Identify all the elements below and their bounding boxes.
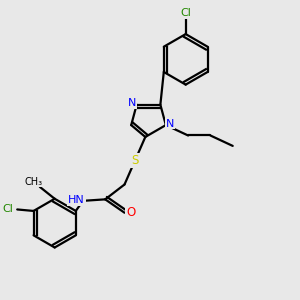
Text: N: N — [128, 98, 136, 108]
Text: Cl: Cl — [2, 205, 13, 214]
Text: O: O — [126, 206, 136, 219]
Text: Cl: Cl — [180, 8, 191, 18]
Text: S: S — [131, 154, 139, 167]
Text: HN: HN — [68, 195, 85, 205]
Text: CH₃: CH₃ — [24, 176, 42, 187]
Text: N: N — [166, 118, 175, 129]
